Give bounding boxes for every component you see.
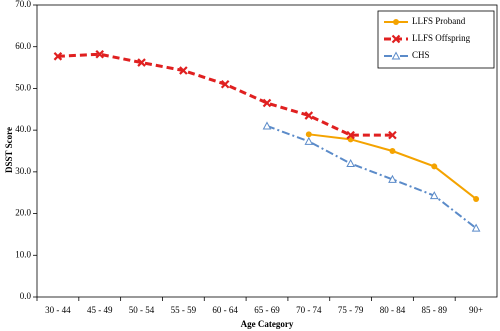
plot-area — [36, 4, 498, 298]
y-tick-label: 60.0 — [15, 41, 31, 51]
y-tick-label: 0.0 — [20, 291, 32, 301]
data-point — [388, 174, 397, 183]
data-point — [471, 223, 481, 232]
data-point — [53, 52, 63, 61]
legend-marker — [393, 19, 399, 25]
x-tick-label: 80 - 84 — [380, 305, 406, 315]
data-point — [262, 121, 272, 130]
y-tick-label: 70.0 — [15, 0, 31, 9]
data-point — [95, 49, 105, 59]
series-line — [266, 125, 477, 229]
data-point — [305, 131, 312, 138]
data-point — [346, 158, 355, 168]
data-point — [389, 148, 396, 154]
y-tick-label: 10.0 — [15, 249, 31, 259]
data-point — [346, 130, 355, 140]
data-point — [137, 58, 146, 67]
x-tick-label: 85 - 89 — [422, 305, 448, 315]
legend-marker — [391, 34, 401, 44]
data-point — [220, 79, 230, 89]
data-point — [262, 98, 272, 108]
data-point — [304, 111, 314, 120]
series-line — [308, 133, 477, 200]
y-tick-label: 30.0 — [15, 166, 31, 176]
x-tick-label: 65 - 69 — [254, 305, 280, 315]
legend-label: CHS — [412, 50, 430, 60]
x-tick-label: 60 - 64 — [212, 305, 238, 315]
y-tick-label: 50.0 — [15, 82, 31, 92]
y-tick-label: 40.0 — [15, 124, 31, 134]
x-tick-label: 55 - 59 — [171, 305, 197, 315]
data-point — [473, 195, 480, 202]
y-axis-label: DSST Score — [4, 127, 14, 173]
data-point — [179, 66, 188, 75]
x-tick-label: 30 - 44 — [45, 305, 71, 315]
legend-marker — [391, 51, 401, 60]
x-tick-label: 70 - 74 — [296, 305, 322, 315]
data-point — [388, 130, 397, 140]
x-tick-label: 45 - 49 — [87, 305, 113, 315]
x-tick-label: 75 - 79 — [338, 305, 364, 315]
y-tick-label: 20.0 — [15, 208, 31, 218]
legend-label: LLFS Proband — [412, 16, 466, 26]
data-point — [431, 163, 438, 170]
data-point — [429, 191, 439, 200]
x-axis-label: Age Category — [241, 319, 294, 329]
series-line — [57, 52, 393, 137]
data-point — [304, 136, 314, 145]
x-tick-label: 90+ — [469, 305, 483, 315]
legend-label: LLFS Offspring — [412, 33, 471, 43]
x-tick-label: 50 - 54 — [129, 305, 155, 315]
